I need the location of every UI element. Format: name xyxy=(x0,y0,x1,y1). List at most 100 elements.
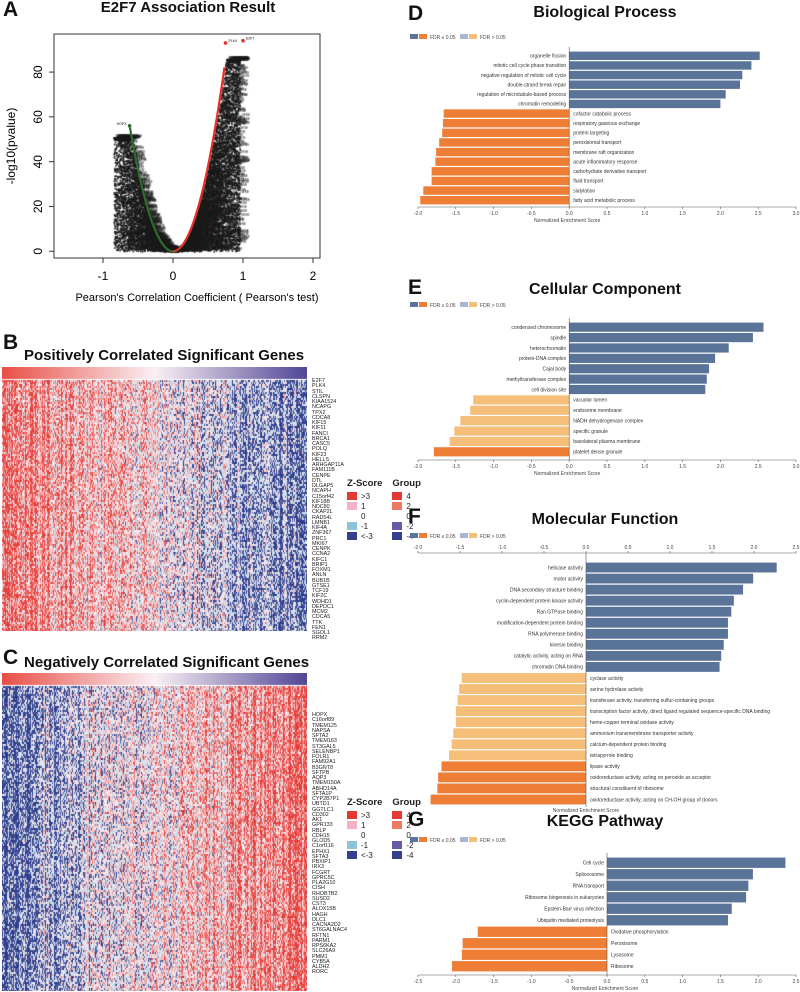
bar-label: carbohydrate derivative transport xyxy=(573,169,647,175)
legend-swatch xyxy=(469,837,477,842)
highlight-point-label: E2F7 xyxy=(246,37,254,41)
panel-letter-c: C xyxy=(3,646,19,669)
legend-label: FDR > 0.05 xyxy=(480,534,506,540)
panel-letter-f: F xyxy=(408,505,421,528)
highlight-point xyxy=(127,124,132,128)
gene-list-negative: HOPX C16orf89 TMEM125 NAPSA SFTA2 TMEM163 ST3G… xyxy=(312,712,347,976)
bar xyxy=(455,706,586,717)
legend-swatch xyxy=(410,837,418,842)
zscore-swatch xyxy=(347,821,357,829)
zscore-label: >3 xyxy=(361,491,371,501)
group-swatch xyxy=(392,821,403,829)
gene-label: CISH xyxy=(312,885,325,892)
bar xyxy=(569,343,729,353)
legend-swatch xyxy=(419,34,427,39)
group-label: -2 xyxy=(406,840,414,850)
bar-label: DNA secondary structure binding xyxy=(510,587,583,593)
bar-label: motor activity xyxy=(554,576,584,582)
x-tick-label: 0.5 xyxy=(625,545,632,551)
bar-label: ammonium transmembrane transporter activ… xyxy=(590,731,694,737)
gene-label: AQP3 xyxy=(312,775,327,781)
mf-chart: FDR ≤ 0.05 FDR > 0.05 helicase activity mot… xyxy=(410,533,800,814)
bp-title: Biological Process xyxy=(533,4,677,21)
bar-label: serine hydrolase activity xyxy=(590,687,644,693)
bar-label: Cajal body xyxy=(543,367,567,373)
zscore-swatch xyxy=(347,502,357,510)
gene-label: RHOBTB2 xyxy=(312,890,338,897)
gene-label: SELENBP1 xyxy=(312,748,340,755)
bar xyxy=(586,584,744,595)
gene-label: NCAPG xyxy=(312,404,332,411)
x-tick-label: -0.5 xyxy=(527,211,536,217)
bar xyxy=(443,109,570,118)
legend-swatch xyxy=(460,34,468,39)
legend-label: FDR > 0.05 xyxy=(480,303,506,309)
bar xyxy=(586,595,734,606)
zscore-label: -1 xyxy=(361,521,369,531)
bar-label: heterochromatin xyxy=(530,346,566,352)
bp-chart: FDR ≤ 0.05 FDR > 0.05 organelle fission mit… xyxy=(410,34,800,224)
bar-label: sialylation xyxy=(573,188,595,194)
y-tick-label: 20 xyxy=(31,199,45,213)
group-swatch xyxy=(392,492,403,500)
gene-label: STIL xyxy=(312,388,324,395)
gene-label: WDHD1 xyxy=(312,598,332,605)
x-tick-label: 1 xyxy=(240,269,247,283)
legend-swatch xyxy=(469,533,477,538)
zscore-swatch xyxy=(347,522,357,530)
x-tick-label: -1.5 xyxy=(451,464,460,470)
highlight-point xyxy=(223,41,228,45)
gene-label: CD302 xyxy=(312,811,329,818)
gene-label: FANCI xyxy=(312,430,328,437)
legend-swatch xyxy=(460,533,468,538)
gene-label: TMEM163 xyxy=(312,738,337,745)
bar-label: respiratory gaseous exchange xyxy=(573,121,640,127)
legend-swatch xyxy=(419,533,427,538)
bar xyxy=(586,573,754,584)
x-tick-label: 0.0 xyxy=(604,979,611,985)
legend-label: FDR ≤ 0.05 xyxy=(430,534,456,540)
bar-label: Ribosome xyxy=(611,964,634,970)
x-tick-label: 1.5 xyxy=(717,979,724,985)
x-tick-label: 1.0 xyxy=(641,211,648,217)
gene-label: ST3GAL5 xyxy=(312,743,336,750)
heatmap-positive-title: Positively Correlated Significant Genes xyxy=(24,347,305,364)
bar-label: transcription factor activity, direct li… xyxy=(590,709,770,715)
kegg-title: KEGG Pathway xyxy=(546,813,664,830)
heatmap-negative-title: Negatively Correlated Significant Genes xyxy=(24,654,310,671)
bar-label: platelet dense granule xyxy=(573,450,622,456)
cc-title: Cellular Component xyxy=(528,281,681,298)
zscore-swatch xyxy=(347,851,357,859)
bar-label: specific granule xyxy=(573,429,608,435)
bar xyxy=(449,750,586,761)
heatmap-legend-negative: Z-Score >3 1 0 -1 <-3 Group 4 2 0 -2 -4 xyxy=(347,797,421,860)
bar-label: methyltransferase complex xyxy=(506,377,566,383)
bar-label: cell division site xyxy=(531,387,566,393)
x-tick-label: -1.0 xyxy=(489,211,498,217)
gene-label: GPRC5C xyxy=(312,874,335,881)
group-swatch xyxy=(392,522,403,530)
bar xyxy=(569,332,753,343)
bar xyxy=(607,869,753,880)
bar xyxy=(569,61,752,70)
bar-label: oxidoreductase activity, acting on CH-OH… xyxy=(590,797,718,803)
gene-label: LMNB1 xyxy=(312,519,330,526)
gene-label: C15orf42 xyxy=(312,493,335,500)
x-tick-label: 0.5 xyxy=(604,464,611,470)
gene-label: SLC26A9 xyxy=(312,948,336,955)
highlight-point-label: HOPX xyxy=(117,122,128,126)
x-tick-label: 2.5 xyxy=(793,979,800,985)
zscore-swatch xyxy=(347,811,357,819)
bar-label: double-strand break repair xyxy=(508,82,567,88)
bar-label: negative regulation of mitotic cell cycl… xyxy=(481,73,567,79)
gene-label: ZNF367 xyxy=(312,530,332,537)
legend-swatch xyxy=(469,34,477,39)
gene-label: DLGAP5 xyxy=(312,483,334,489)
gene-label: RRM2 xyxy=(312,635,328,642)
y-axis-title: -log10(pvalue) xyxy=(4,108,18,185)
zscore-label: 1 xyxy=(361,820,366,830)
gene-label: ARHGAP11A xyxy=(312,462,344,468)
zscore-swatch xyxy=(347,492,357,500)
bar-label: cofactor catabolic process xyxy=(573,111,631,117)
